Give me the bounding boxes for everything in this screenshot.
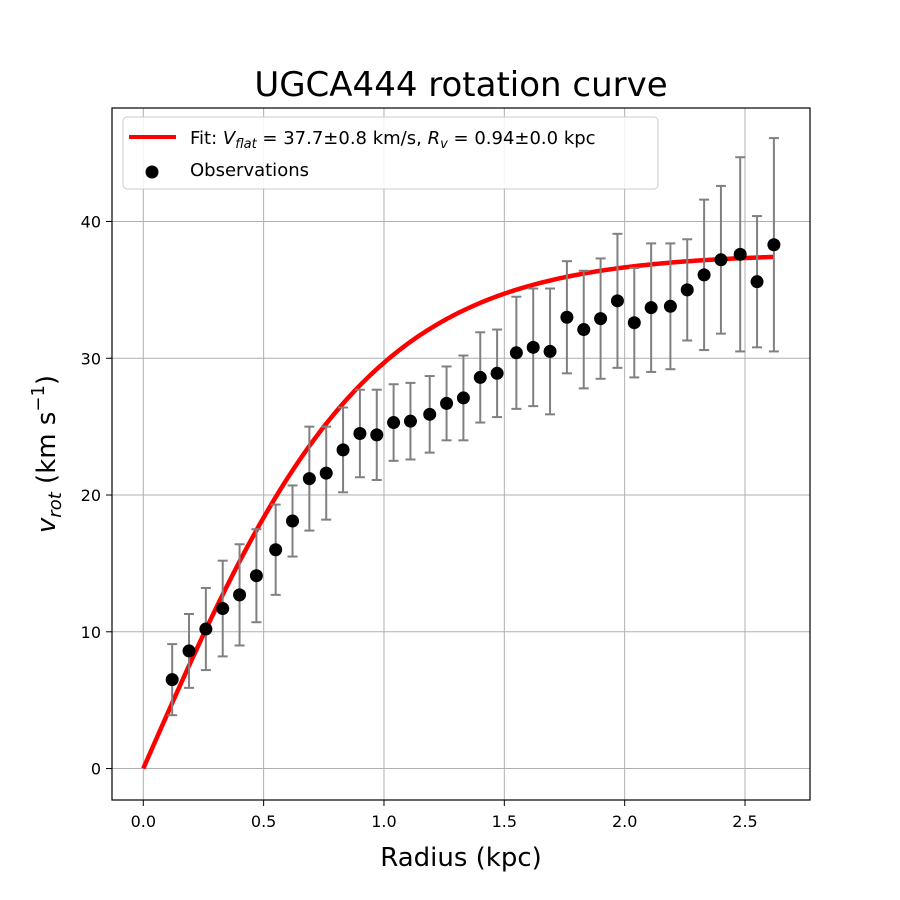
observation-point [560,310,574,324]
observation-point [370,428,384,442]
observation-point [233,588,247,602]
legend-fit-label: Fit: Vflat = 37.7±0.8 km/s, Rv = 0.94±0.… [190,128,596,152]
observation-point [697,268,711,282]
y-tick-label: 0 [91,760,101,779]
x-tick-label: 1.0 [371,812,396,831]
observation-point [644,301,658,315]
observation-point [199,622,213,636]
observation-point [286,514,300,528]
fit-layer [141,254,774,770]
observation-point [767,238,781,252]
legend: Fit: Vflat = 37.7±0.8 km/s, Rv = 0.94±0.… [122,116,659,190]
observation-point [182,644,196,658]
points-layer [165,238,781,687]
y-tick-label: 40 [81,213,101,232]
observation-point [750,275,764,289]
x-tick-label: 1.5 [492,812,517,831]
observation-point [165,673,179,687]
x-tick-label: 0.0 [131,812,156,831]
legend-observations-swatch [145,165,159,179]
observation-point [387,416,401,430]
observation-point [577,323,591,337]
observation-point [663,299,677,313]
y-tick-label: 30 [81,349,101,368]
legend-box [122,116,659,190]
observation-point [509,346,523,360]
legend-observations-label: Observations [190,160,309,181]
errorbar-layer [167,137,779,717]
x-tick-label: 2.5 [732,812,757,831]
observation-point [610,294,624,308]
observation-point [490,366,504,380]
observation-point [627,316,641,330]
plot-frame [111,107,811,801]
grid-lines [112,108,810,800]
observation-point [714,253,728,267]
fit-curve-line [141,254,774,770]
observation-point [216,602,230,616]
observation-point [526,340,540,354]
observation-point [543,344,557,358]
observation-point [423,407,437,421]
observation-point [302,472,316,486]
x-tick-label: 2.0 [612,812,637,831]
observation-point [456,391,470,405]
y-tick-label: 20 [81,486,101,505]
observation-point [473,370,487,384]
observation-point [733,247,747,261]
observation-point [249,569,263,583]
observation-point [269,543,283,557]
y-tick-label: 10 [81,623,101,642]
y-axis-label: vrot (km s−1) [28,375,66,533]
axis-ticks: 0.0 0.5 1.0 1.5 2.0 2.5 0 10 20 30 40 [81,213,758,831]
observation-point [319,466,333,480]
observation-point [403,414,417,428]
chart-title: UGCA444 rotation curve [254,65,667,105]
x-axis-label: Radius (kpc) [380,843,542,873]
x-tick-label: 0.5 [251,812,276,831]
observation-point [353,426,367,440]
observation-point [680,283,694,297]
observation-point [594,312,608,326]
observation-point [440,396,454,410]
observation-point [336,443,350,457]
